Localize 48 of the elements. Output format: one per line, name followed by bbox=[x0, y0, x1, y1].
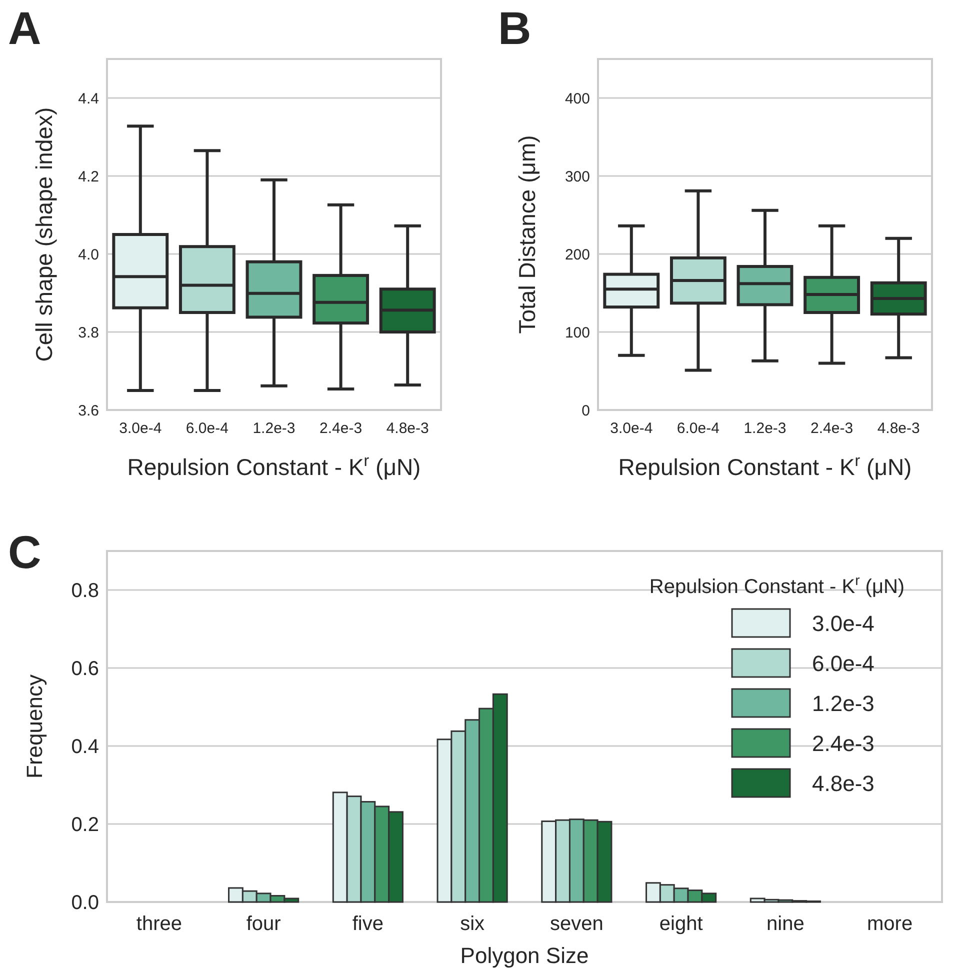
y-tick-label: 0.0 bbox=[71, 892, 99, 914]
legend-label: 3.0e-4 bbox=[812, 611, 874, 636]
x-tick-label: 6.0e-4 bbox=[676, 420, 720, 437]
legend-label: 2.4e-3 bbox=[812, 731, 874, 756]
y-tick-label: 4.4 bbox=[78, 90, 99, 108]
legend-label: 1.2e-3 bbox=[812, 691, 874, 716]
y-tick-label: 0.6 bbox=[71, 658, 99, 680]
y-axis-title: Total Distance (μm) bbox=[514, 135, 540, 334]
x-tick-label: five bbox=[352, 913, 384, 935]
x-tick-label: eight bbox=[659, 913, 704, 935]
x-tick-label: nine bbox=[766, 913, 804, 935]
x-axis-title: Polygon Size bbox=[460, 943, 589, 968]
x-tick-label: 1.2e-3 bbox=[744, 420, 786, 437]
y-tick-label: 4.0 bbox=[78, 246, 99, 264]
y-tick-label: 0 bbox=[582, 402, 590, 420]
y-tick-label: 0.2 bbox=[71, 814, 99, 836]
x-axis-title: Repulsion Constant - K$^{r}$ (μN) bbox=[127, 452, 421, 480]
y-tick-label: 4.2 bbox=[78, 168, 99, 186]
chart-title: C bbox=[8, 526, 42, 578]
x-tick-label: seven bbox=[550, 913, 604, 935]
x-axis-title: Repulsion Constant - K$^{r}$ (μN) bbox=[618, 452, 912, 480]
y-tick-label: 200 bbox=[564, 246, 590, 264]
x-tick-label: 3.0e-4 bbox=[610, 420, 653, 437]
y-tick-label: 3.6 bbox=[78, 402, 99, 420]
x-tick-label: 2.4e-3 bbox=[810, 420, 854, 437]
x-tick-label: six bbox=[460, 913, 485, 935]
legend-label: 6.0e-4 bbox=[812, 651, 874, 676]
x-tick-label: 4.8e-3 bbox=[877, 420, 920, 437]
y-tick-label: 0.4 bbox=[71, 736, 99, 758]
y-tick-label: 3.8 bbox=[78, 324, 99, 342]
x-tick-label: more bbox=[867, 913, 913, 935]
x-tick-label: 4.8e-3 bbox=[386, 420, 429, 437]
x-tick-label: four bbox=[246, 913, 282, 935]
x-tick-label: 6.0e-4 bbox=[186, 420, 228, 437]
y-tick-label: 400 bbox=[564, 90, 590, 108]
x-tick-label: three bbox=[136, 913, 182, 935]
y-tick-label: 0.8 bbox=[71, 580, 99, 602]
chart-title: A bbox=[8, 2, 42, 54]
y-tick-label: 300 bbox=[564, 168, 590, 186]
x-tick-label: 3.0e-4 bbox=[119, 420, 162, 437]
x-tick-label: 2.4e-3 bbox=[320, 420, 362, 437]
legend-label: 4.8e-3 bbox=[812, 771, 874, 796]
y-axis-title: Frequency bbox=[22, 674, 47, 778]
y-axis-title: Cell shape (shape index) bbox=[31, 107, 57, 362]
legend-title: Repulsion Constant - K$^{r}$ (μN) bbox=[649, 572, 905, 598]
y-tick-label: 100 bbox=[564, 324, 590, 342]
chart-title: B bbox=[498, 2, 532, 54]
x-tick-label: 1.2e-3 bbox=[252, 420, 296, 437]
